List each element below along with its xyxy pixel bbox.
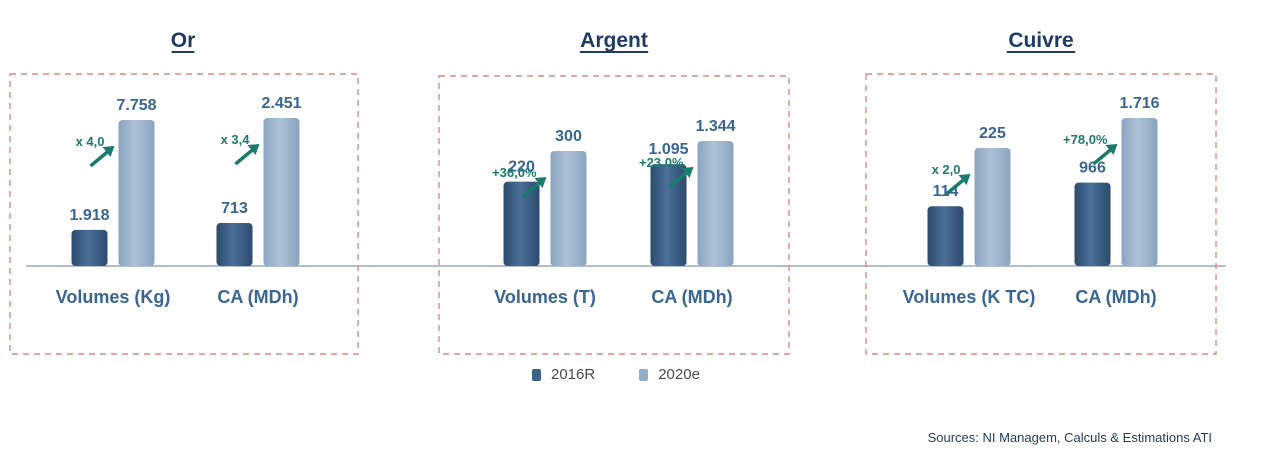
value-label-2016r-argent-1: 1.095	[648, 141, 688, 158]
growth-arrow-icon-or-0	[102, 146, 115, 157]
bar-2020e-or-1	[263, 118, 300, 266]
legend-item-2020e: 2020e	[639, 366, 700, 383]
growth-arrow-shaft-or-1	[234, 147, 255, 166]
growth-arrow-icon-cuivre-0	[958, 174, 971, 185]
panel-title-or: Or	[171, 29, 196, 52]
growth-label-or-1: x 3,4	[221, 132, 251, 147]
bar-2020e-argent-0	[550, 151, 587, 266]
value-label-2016r-cuivre-1: 966	[1079, 160, 1106, 177]
growth-arrow-shaft-argent-1	[668, 170, 689, 189]
category-label-or-0: Volumes (Kg)	[56, 287, 171, 307]
bar-2016r-or-0	[71, 229, 108, 266]
growth-arrow-shaft-cuivre-0	[945, 177, 966, 196]
bar-2016r-argent-1	[650, 164, 687, 266]
panel-frame-argent	[438, 75, 790, 355]
panel-title-argent: Argent	[580, 29, 648, 52]
legend-label-2020e: 2020e	[658, 366, 700, 383]
value-label-2020e-or-0: 7.758	[116, 97, 156, 114]
bar-2020e-cuivre-1	[1121, 118, 1158, 266]
bar-2016r-cuivre-1	[1074, 182, 1111, 266]
source-note: Sources: NI Managem, Calculs & Estimatio…	[927, 430, 1212, 445]
bar-2020e-cuivre-0	[974, 148, 1011, 266]
growth-label-or-0: x 4,0	[76, 134, 105, 149]
legend-swatch-2016r	[532, 368, 541, 381]
growth-label-argent-0: +36,0%	[492, 165, 537, 180]
value-label-2020e-cuivre-1: 1.716	[1119, 95, 1159, 112]
category-label-argent-0: Volumes (T)	[494, 287, 596, 307]
bar-2020e-or-0	[118, 120, 155, 266]
growth-arrow-shaft-argent-0	[521, 180, 542, 199]
category-label-cuivre-1: CA (MDh)	[1075, 287, 1156, 307]
bar-2016r-argent-0	[503, 181, 540, 266]
panel-frame-cuivre	[865, 73, 1217, 355]
legend-label-2016r: 2016R	[551, 366, 596, 383]
value-label-2016r-or-0: 1.918	[69, 207, 109, 224]
legend: 2016R 2020e	[532, 366, 744, 383]
growth-label-cuivre-1: +78,0%	[1063, 132, 1108, 147]
panel-title-cuivre: Cuivre	[1008, 29, 1073, 52]
category-label-or-1: CA (MDh)	[217, 287, 298, 307]
bar-2016r-cuivre-0	[927, 206, 964, 266]
growth-arrow-icon-argent-1	[681, 167, 694, 178]
bar-2020e-argent-1	[697, 141, 734, 266]
value-label-2016r-argent-0: 220	[508, 159, 535, 176]
growth-label-cuivre-0: x 2,0	[932, 162, 961, 177]
growth-arrow-icon-or-1	[247, 144, 260, 155]
value-label-2020e-or-1: 2.451	[261, 95, 301, 112]
panel-frame-or	[9, 73, 359, 355]
bar-2016r-or-1	[216, 222, 253, 266]
category-label-argent-1: CA (MDh)	[651, 287, 732, 307]
growth-arrow-shaft-or-0	[89, 149, 110, 168]
category-label-cuivre-0: Volumes (K TC)	[903, 287, 1036, 307]
value-label-2020e-argent-0: 300	[555, 128, 582, 145]
growth-label-argent-1: +23,0%	[639, 155, 684, 170]
growth-arrow-icon-cuivre-1	[1105, 144, 1118, 155]
value-label-2016r-or-1: 713	[221, 200, 248, 217]
legend-swatch-2020e	[639, 368, 649, 381]
growth-arrow-shaft-cuivre-1	[1092, 147, 1113, 166]
growth-arrow-icon-argent-0	[534, 177, 547, 188]
legend-item-2016r: 2016R	[532, 366, 595, 383]
value-label-2020e-argent-1: 1.344	[695, 118, 735, 135]
value-label-2020e-cuivre-0: 225	[979, 125, 1006, 142]
